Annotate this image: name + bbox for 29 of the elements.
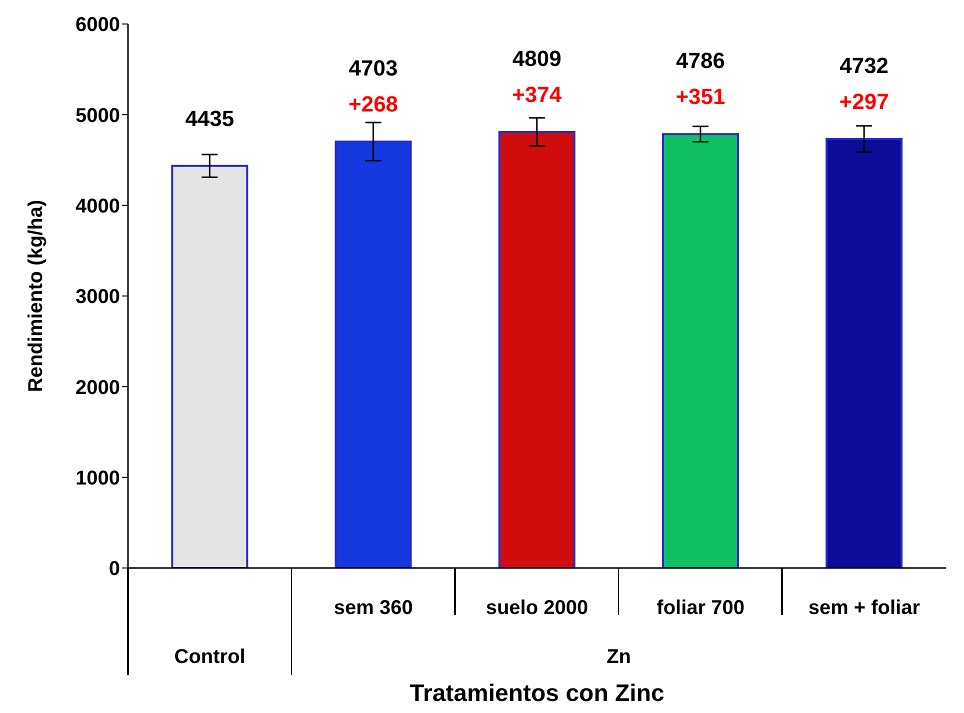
x-tick-label: sem + foliar [808, 597, 920, 620]
annotation: +297 [839, 88, 889, 114]
annotation: +351 [676, 84, 726, 110]
x-tick-label: suelo 2000 [486, 597, 588, 620]
y-tick-label: 2000 [76, 376, 120, 399]
data-label: 4435 [185, 106, 234, 131]
data-label: 4786 [676, 48, 725, 74]
y-tick-label: 0 [108, 558, 120, 580]
y-axis-title: Rendimiento (kg/ha) [25, 200, 48, 392]
bar [334, 140, 412, 568]
text: Zn [606, 646, 632, 669]
x-tick-label: foliar 700 [656, 597, 745, 620]
annotation: +374 [512, 82, 562, 107]
x-axis-title: Tratamientos con Zinc [408, 680, 666, 708]
bar [498, 130, 576, 568]
text: Control [173, 646, 246, 669]
bar [171, 164, 248, 568]
bar [662, 133, 739, 568]
annotation: +268 [348, 92, 398, 117]
y-tick-label: 1000 [76, 467, 120, 490]
y-tick-label: 6000 [76, 14, 120, 36]
y-tick-label: 5000 [76, 104, 120, 127]
y-tick-label: 3000 [76, 286, 120, 308]
x-tick-label: sem 360 [334, 597, 413, 620]
data-label: 4809 [512, 46, 562, 71]
bar [826, 138, 903, 568]
data-label: 4703 [348, 56, 398, 81]
y-tick-label: 4000 [76, 195, 120, 218]
data-label: 4732 [840, 52, 889, 78]
